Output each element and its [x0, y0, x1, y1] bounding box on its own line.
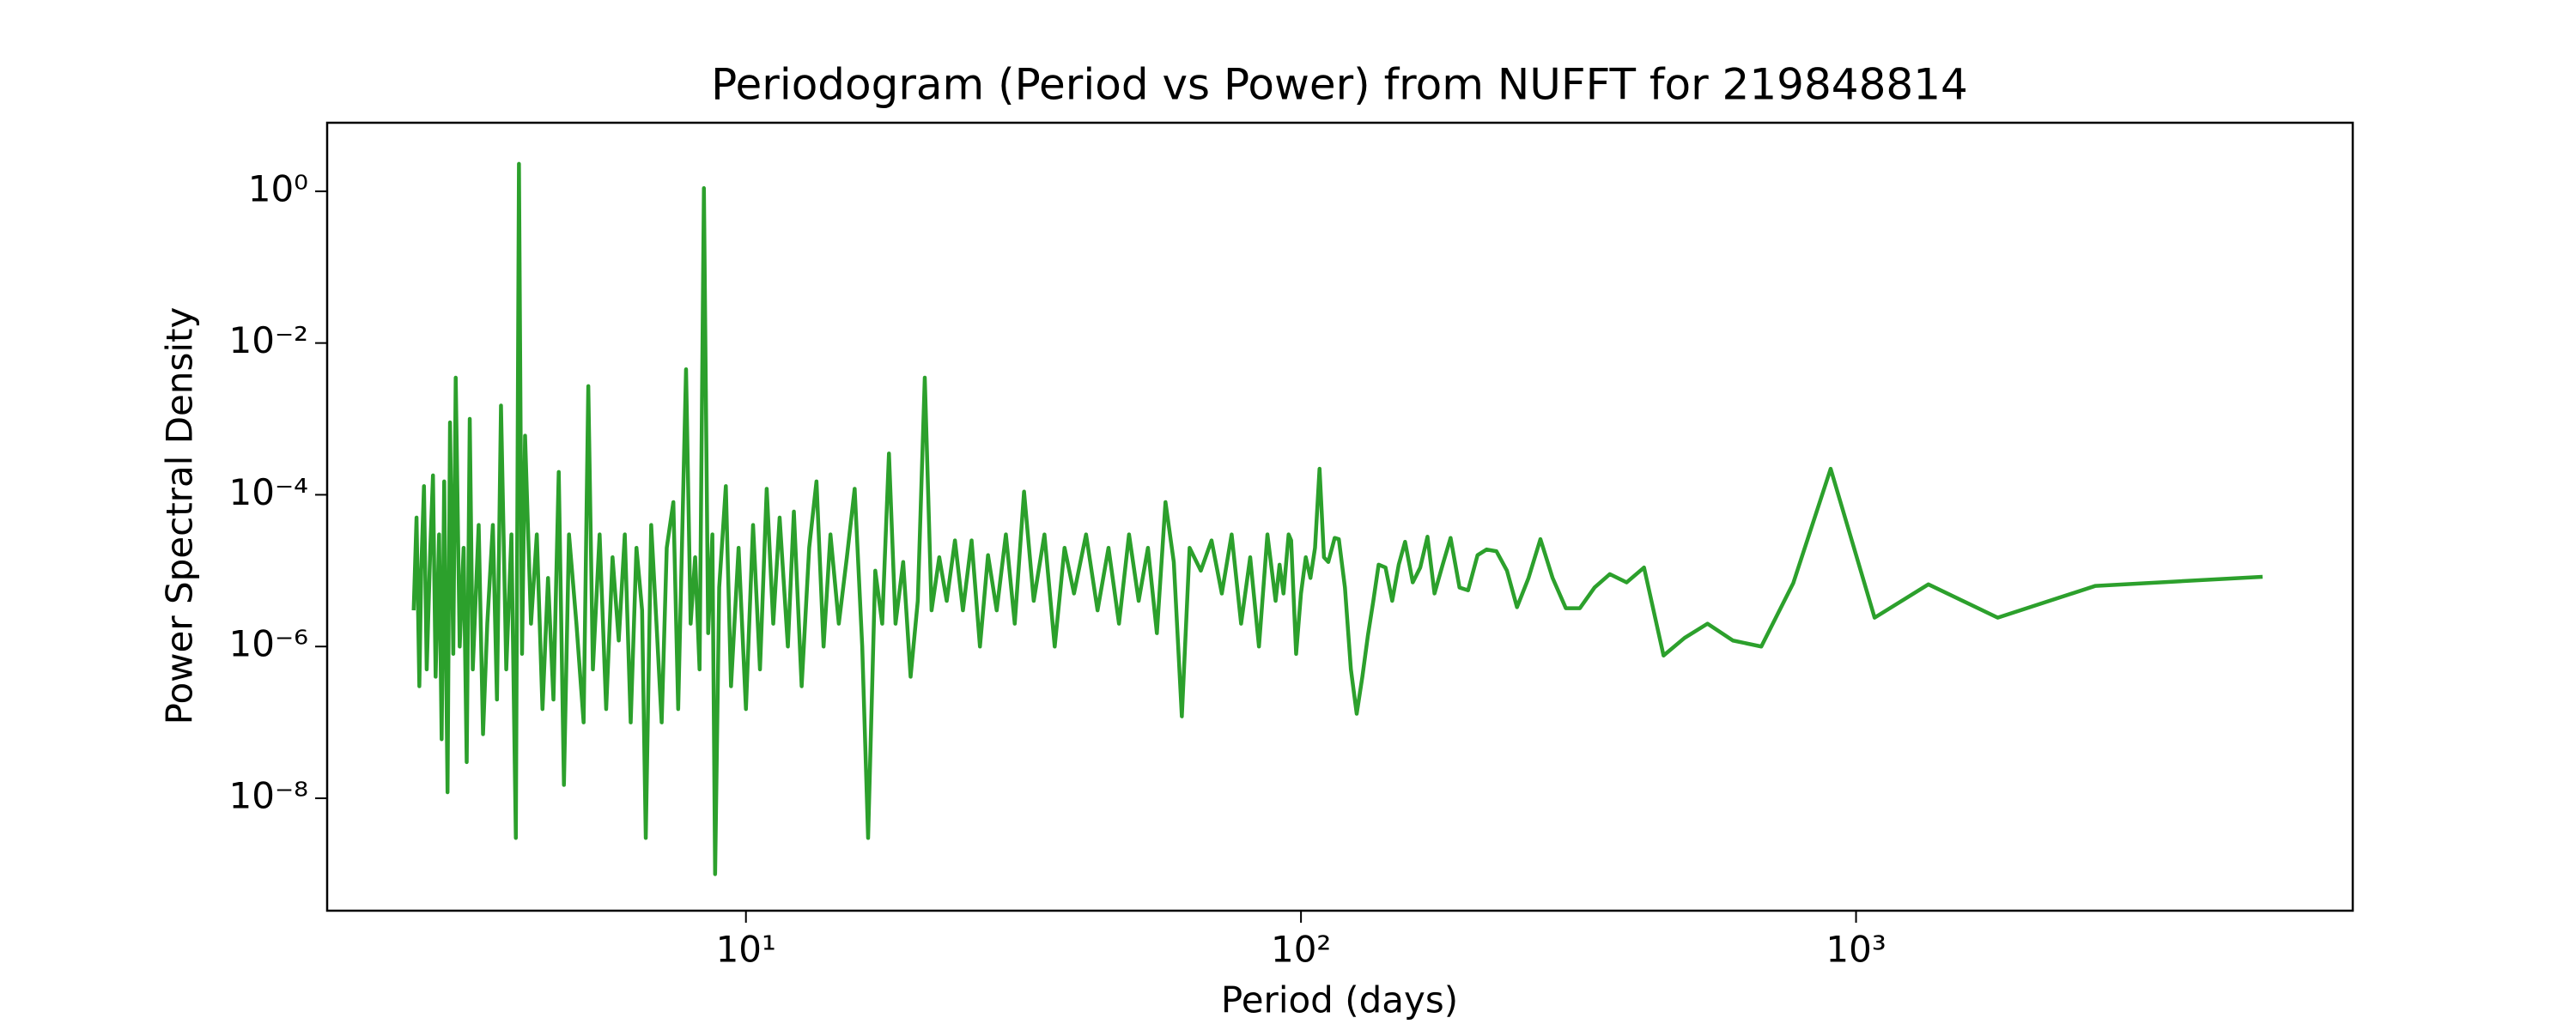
y-tick-label: 10⁻⁴: [229, 471, 308, 513]
plot-frame: [325, 121, 2354, 912]
x-tick-label: 10²: [1271, 929, 1331, 971]
x-axis-label: Period (days): [1221, 979, 1458, 1021]
y-tick-label: 10⁰: [248, 167, 308, 209]
y-axis-label: Power Spectral Density: [159, 307, 201, 725]
x-tick-label: 10¹: [716, 929, 776, 971]
chart-title: Periodogram (Period vs Power) from NUFFT…: [711, 60, 1968, 110]
series-line: [411, 161, 2263, 876]
y-tick-label: 10⁻²: [229, 319, 308, 361]
x-tick-label: 10³: [1826, 929, 1886, 971]
y-tick-label: 10⁻⁸: [229, 775, 308, 817]
y-tick-label: 10⁻⁶: [229, 623, 308, 665]
